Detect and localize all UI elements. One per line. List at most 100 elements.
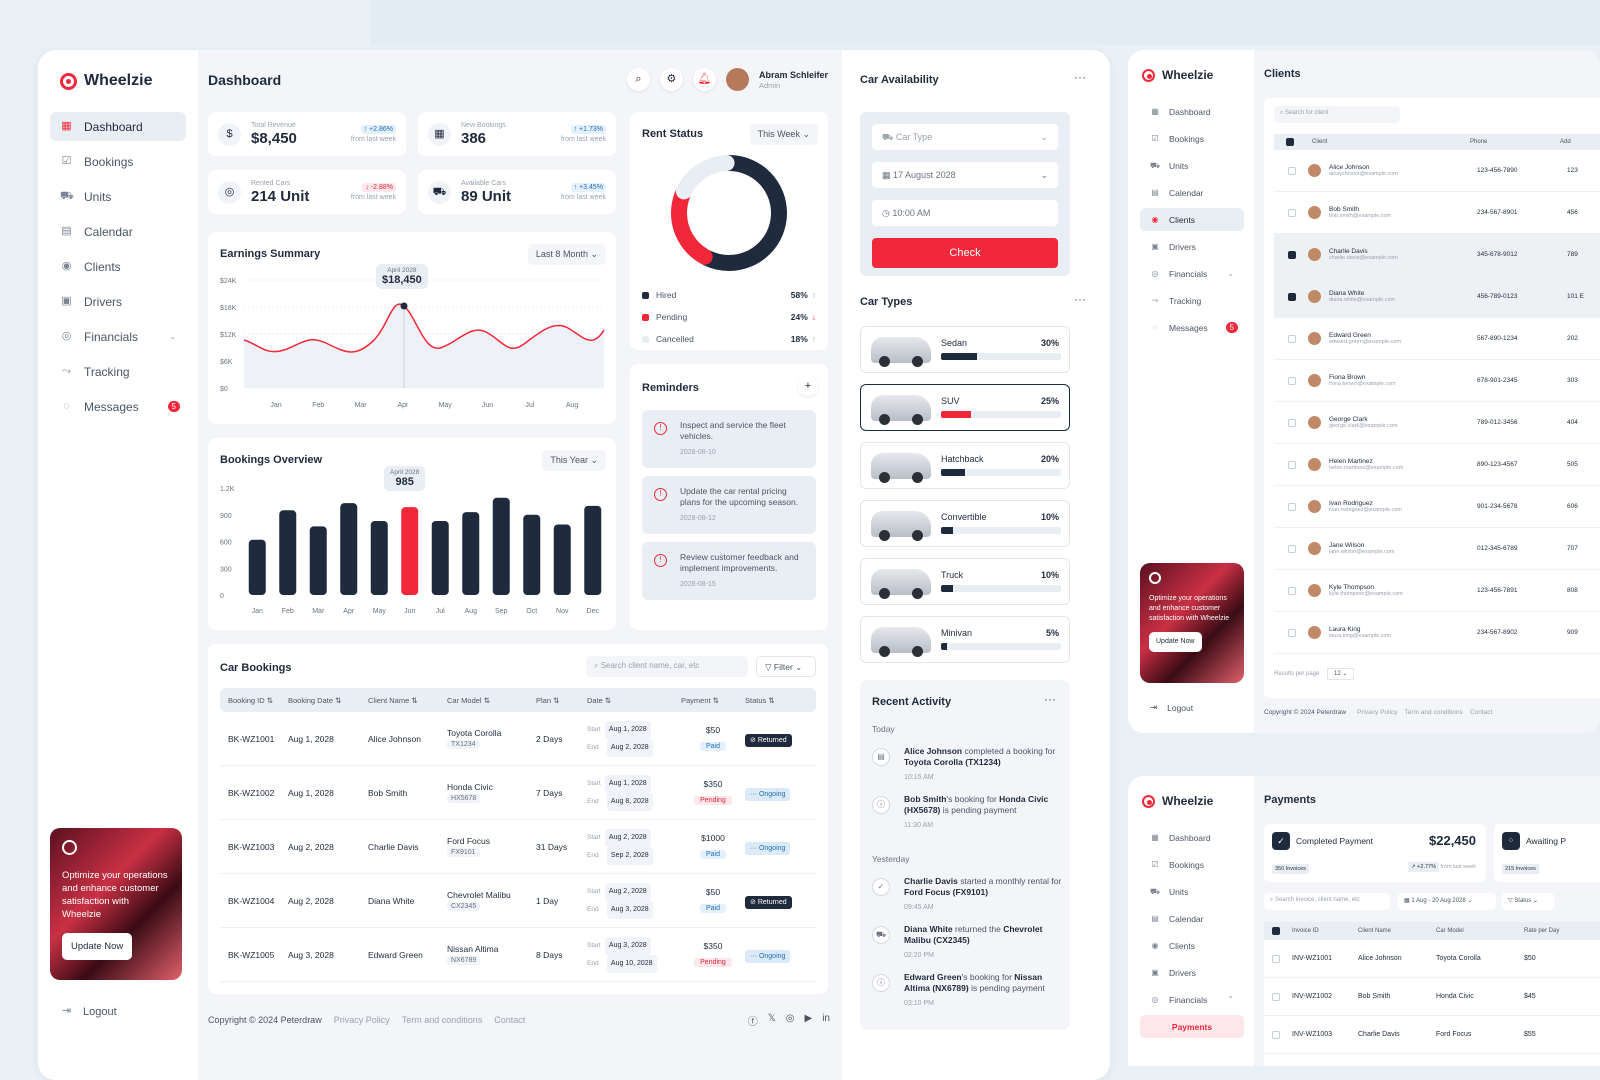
date-range-select[interactable]: ▦ 1 Aug - 20 Aug 2028 ⌄ bbox=[1398, 893, 1496, 910]
client-row[interactable]: Edward Green edward.green@example.com 567-… bbox=[1274, 318, 1600, 360]
sidebar-item-clients[interactable]: ◉ Clients bbox=[1140, 934, 1244, 957]
payment-row[interactable]: INV-WZ1002 Bob Smith Honda Civic $45 bbox=[1264, 978, 1600, 1016]
sidebar-item-bookings[interactable]: ☑ Bookings bbox=[50, 147, 186, 176]
filter-button[interactable]: ▽ Filter ⌄ bbox=[756, 656, 816, 677]
per-page-select[interactable]: 12 ⌄ bbox=[1327, 668, 1355, 680]
client-row[interactable]: Diana White diana.white@example.com 456-78… bbox=[1274, 276, 1600, 318]
row-checkbox[interactable] bbox=[1288, 208, 1296, 217]
row-checkbox[interactable] bbox=[1272, 992, 1280, 1001]
terms-link[interactable]: Term and conditions bbox=[401, 1015, 483, 1025]
date-select[interactable]: ▦ 17 August 2028 ⌄ bbox=[872, 162, 1058, 188]
table-row[interactable]: BK-WZ1004 Aug 2, 2028 Diana White Chevrolet… bbox=[220, 874, 816, 928]
sidebar-item-clients[interactable]: ◉ Clients bbox=[50, 252, 186, 281]
table-row[interactable]: BK-WZ1001 Aug 1, 2028 Alice Johnson Toyota … bbox=[220, 712, 816, 766]
sidebar-item-messages[interactable]: ◌ Messages 5 bbox=[1140, 316, 1244, 339]
client-row[interactable]: Kyle Thompson kyle.thompson@example.com 12… bbox=[1274, 570, 1600, 612]
column-header[interactable]: Plan ⇅ bbox=[536, 695, 560, 705]
settings-icon[interactable]: ⚙ bbox=[659, 68, 683, 91]
row-checkbox[interactable] bbox=[1288, 460, 1296, 469]
sidebar-item-calendar[interactable]: ▤ Calendar bbox=[1140, 907, 1244, 930]
column-header[interactable]: Status ⇅ bbox=[745, 695, 775, 705]
car-type-truck[interactable]: Truck 10% bbox=[860, 558, 1070, 605]
sidebar-item-tracking[interactable]: ⤳ Tracking bbox=[1140, 289, 1244, 312]
table-row[interactable]: BK-WZ1003 Aug 2, 2028 Charlie Davis Ford Fo… bbox=[220, 820, 816, 874]
payment-row[interactable]: INV-WZ1001 Alice Johnson Toyota Corolla $50 bbox=[1264, 940, 1600, 978]
car-type-convertible[interactable]: Convertible 10% bbox=[860, 500, 1070, 547]
payment-row[interactable]: INV-WZ1003 Charlie Davis Ford Focus $55 bbox=[1264, 1016, 1600, 1054]
x-icon[interactable]: 𝕏 bbox=[767, 1013, 776, 1024]
more-icon[interactable]: ··· bbox=[1074, 292, 1086, 306]
more-icon[interactable]: ··· bbox=[1074, 70, 1086, 84]
car-type-sedan[interactable]: Sedan 30% bbox=[860, 326, 1070, 373]
row-checkbox[interactable] bbox=[1288, 628, 1296, 637]
client-row[interactable]: Helen Martinez helen.martinez@example.com… bbox=[1274, 444, 1600, 486]
reminder-item[interactable]: ! Inspect and service the fleet vehicles.… bbox=[642, 410, 816, 468]
sidebar-item-drivers[interactable]: ▣ Drivers bbox=[50, 287, 186, 316]
bookings-search-input[interactable]: ⌕ Search client name, car, etc bbox=[586, 656, 748, 677]
sidebar-item-drivers[interactable]: ▣ Drivers bbox=[1140, 961, 1244, 984]
privacy-link[interactable]: Privacy Policy bbox=[333, 1015, 390, 1025]
car-type-suv[interactable]: SUV 25% bbox=[860, 384, 1070, 431]
table-row[interactable]: BK-WZ1005 Aug 3, 2028 Edward Green Nissan A… bbox=[220, 928, 816, 982]
rent-filter-dropdown[interactable]: This Week ⌄ bbox=[749, 124, 818, 145]
reminder-item[interactable]: ! Update the car rental pricing plans for… bbox=[642, 476, 816, 534]
sidebar-item-financials[interactable]: ◎ Financials ⌃ bbox=[1140, 988, 1244, 1011]
client-row[interactable]: Laura King laura.king@example.com 234-567-… bbox=[1274, 612, 1600, 654]
car-type-hatchback[interactable]: Hatchback 20% bbox=[860, 442, 1070, 489]
check-button[interactable]: Check bbox=[872, 238, 1058, 268]
logo[interactable]: Wheelzie bbox=[38, 50, 198, 90]
time-input[interactable]: ◷ 10:00 AM bbox=[872, 200, 1058, 226]
sidebar-item-financials[interactable]: ◎ Financials ⌄ bbox=[1140, 262, 1244, 285]
client-row[interactable]: Charlie Davis charlie.davis@example.com 34… bbox=[1274, 234, 1600, 276]
select-all-checkbox[interactable] bbox=[1286, 138, 1294, 146]
sidebar-item-financials[interactable]: ◎ Financials ⌄ bbox=[50, 322, 186, 351]
earnings-filter-dropdown[interactable]: Last 8 Month ⌄ bbox=[527, 244, 606, 265]
row-checkbox[interactable] bbox=[1288, 250, 1296, 259]
sidebar-item-payments[interactable]: Payments bbox=[1140, 1015, 1244, 1038]
sidebar-item-tracking[interactable]: ⤳ Tracking bbox=[50, 357, 186, 386]
column-header[interactable]: Car Model ⇅ bbox=[447, 695, 490, 705]
row-checkbox[interactable] bbox=[1272, 1030, 1280, 1039]
column-header[interactable]: Payment ⇅ bbox=[681, 695, 719, 705]
instagram-icon[interactable]: ◎ bbox=[785, 1013, 795, 1024]
car-type-minivan[interactable]: Minivan 5% bbox=[860, 616, 1070, 663]
status-select[interactable]: ▽ Status ⌄ bbox=[1502, 893, 1554, 910]
contact-link[interactable]: Contact bbox=[494, 1015, 526, 1025]
row-checkbox[interactable] bbox=[1288, 544, 1296, 553]
user-info[interactable]: Abram Schleifer Admin bbox=[758, 69, 828, 90]
client-row[interactable]: Alice Johnson alicejohnson@example.com 123… bbox=[1274, 150, 1600, 192]
row-checkbox[interactable] bbox=[1288, 166, 1296, 175]
more-icon[interactable]: ··· bbox=[1044, 692, 1056, 706]
linkedin-icon[interactable]: in bbox=[822, 1013, 830, 1024]
sidebar-item-dashboard[interactable]: ▦ Dashboard bbox=[50, 112, 186, 141]
sidebar-item-units[interactable]: ⛟ Units bbox=[1140, 880, 1244, 903]
row-checkbox[interactable] bbox=[1288, 502, 1296, 511]
column-header[interactable]: Date ⇅ bbox=[587, 695, 612, 705]
table-row[interactable]: BK-WZ1002 Aug 1, 2028 Bob Smith Honda Civic… bbox=[220, 766, 816, 820]
update-now-button[interactable]: Update Now bbox=[62, 933, 133, 960]
row-checkbox[interactable] bbox=[1288, 376, 1296, 385]
reminder-item[interactable]: ! Review customer feedback and implement … bbox=[642, 542, 816, 600]
row-checkbox[interactable] bbox=[1288, 292, 1296, 301]
client-row[interactable]: George Clark george.clark@example.com 789-… bbox=[1274, 402, 1600, 444]
sidebar-item-units[interactable]: ⛟ Units bbox=[1140, 154, 1244, 177]
row-checkbox[interactable] bbox=[1288, 586, 1296, 595]
row-checkbox[interactable] bbox=[1288, 334, 1296, 343]
column-header[interactable]: Client Name ⇅ bbox=[368, 695, 418, 705]
row-checkbox[interactable] bbox=[1288, 418, 1296, 427]
client-row[interactable]: Bob Smith bob.smith@example.com 234-567-89… bbox=[1274, 192, 1600, 234]
sidebar-item-clients[interactable]: ◉ Clients bbox=[1140, 208, 1244, 231]
column-header[interactable]: Booking Date ⇅ bbox=[288, 695, 342, 705]
sidebar-item-dashboard[interactable]: ▦ Dashboard bbox=[1140, 100, 1244, 123]
facebook-icon[interactable]: ⓕ bbox=[747, 1017, 758, 1028]
update-now-button[interactable]: Update Now bbox=[1149, 632, 1202, 652]
sidebar-item-calendar[interactable]: ▤ Calendar bbox=[50, 217, 186, 246]
client-row[interactable]: Jane Wilson jane.wilson@example.com 012-34… bbox=[1274, 528, 1600, 570]
logout-button[interactable]: ⇥ Logout bbox=[1150, 702, 1194, 713]
select-all-checkbox[interactable] bbox=[1272, 927, 1280, 935]
car-type-select[interactable]: ⛟ Car Type ⌄ bbox=[872, 124, 1058, 150]
row-checkbox[interactable] bbox=[1272, 954, 1280, 963]
client-search-input[interactable]: ⌕ Search for client bbox=[1274, 106, 1400, 123]
client-row[interactable]: Fiona Brown fiona.brown@example.com 678-90… bbox=[1274, 360, 1600, 402]
sidebar-item-drivers[interactable]: ▣ Drivers bbox=[1140, 235, 1244, 258]
